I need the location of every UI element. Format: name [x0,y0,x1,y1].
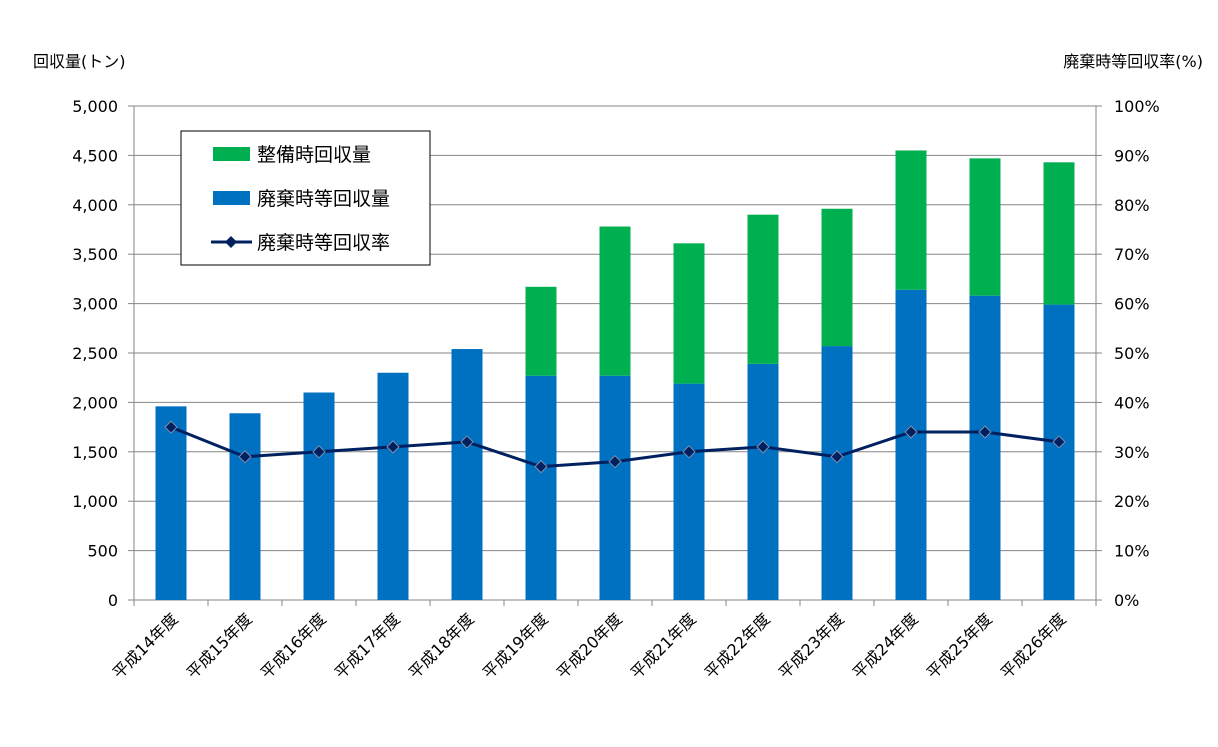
bar-disposal [451,349,483,600]
bars [155,150,1075,600]
legend-label: 廃棄時等回収率 [257,232,390,254]
y-tick-label: 2,000 [72,393,118,412]
x-category-label: 平成22年度 [701,609,774,682]
rate-point [904,425,918,439]
x-category-label: 平成20年度 [553,609,626,682]
y2-tick-label: 0% [1114,591,1139,610]
bar-disposal [377,372,409,600]
bar-disposal [525,375,557,600]
rate-point [460,435,474,449]
legend-label: 廃棄時等回収量 [257,188,390,210]
rate-point [164,420,178,434]
y-tick-label: 4,000 [72,196,118,215]
y2-tick-label: 60% [1114,295,1150,314]
x-category-label: 平成25年度 [923,609,996,682]
rate-point [830,450,844,464]
legend-swatch [213,147,250,161]
bar-maintenance [599,226,631,376]
rate-point [238,450,252,464]
rate-line [164,420,1066,474]
bar-maintenance [895,150,927,290]
bar-disposal [155,406,187,600]
y-tick-label: 0 [108,591,118,610]
bar-disposal [821,346,853,600]
rate-point [682,445,696,459]
rate-point [312,445,326,459]
rate-point [534,459,548,474]
rate-point [756,440,770,454]
x-category-label: 平成21年度 [627,609,700,682]
y-tick-label: 500 [87,542,118,561]
x-category-label: 平成23年度 [775,609,848,682]
y-tick-label: 1,000 [72,492,118,511]
y-tick-label: 2,500 [72,344,118,363]
y2-tick-label: 30% [1114,443,1150,462]
y-tick-label: 3,000 [72,295,118,314]
bar-disposal [673,383,705,600]
y-tick-label: 5,000 [72,97,118,116]
x-category-label: 平成15年度 [183,609,256,682]
y2-tick-label: 10% [1114,542,1150,561]
x-category-label: 平成14年度 [109,609,182,682]
y-tick-label: 1,500 [72,443,118,462]
x-category-label: 平成26年度 [997,609,1070,682]
y2-tick-label: 80% [1114,196,1150,215]
legend-label: 整備時回収量 [257,144,371,166]
y2-axis-title: 廃棄時等回収率(%) [1063,52,1203,71]
bar-disposal [303,392,335,600]
bar-maintenance [821,208,853,347]
bar-maintenance [673,243,705,384]
y2-tick-label: 40% [1114,393,1150,412]
tick-labels: 0 0% 500 10% 1,000 20% 1,500 30% 2,000 40% 2,500 50… [72,97,1160,610]
rate-point [386,440,400,454]
x-category-label: 平成24年度 [849,609,922,682]
y-axis-title: 回収量(トン) [33,52,126,71]
rate-point [608,454,622,469]
x-category-label: 平成16年度 [257,609,330,682]
bar-disposal [599,375,631,600]
legend-marker [225,236,237,248]
category-labels: 平成14年度 平成15年度 平成16年度 平成17年度 平成18年度 平成19年度 平成20… [109,609,1070,682]
x-category-label: 平成19年度 [479,609,552,682]
rate-point [978,425,992,439]
bar-disposal [1043,304,1075,600]
bar-maintenance [1043,162,1075,305]
y2-tick-label: 100% [1114,97,1160,116]
bar-disposal [895,289,927,600]
bar-maintenance [747,214,779,364]
y2-tick-label: 70% [1114,245,1150,264]
x-category-label: 平成17年度 [331,609,404,682]
y2-tick-label: 50% [1114,344,1150,363]
y2-tick-label: 90% [1114,146,1150,165]
bar-disposal [747,363,779,600]
legend-swatch [213,191,250,205]
bar-disposal [969,295,1001,600]
y-tick-label: 4,500 [72,146,118,165]
y2-tick-label: 20% [1114,492,1150,511]
bar-maintenance [525,286,557,376]
x-category-label: 平成18年度 [405,609,478,682]
bar-disposal [229,413,261,600]
y-tick-label: 3,500 [72,245,118,264]
bar-maintenance [969,158,1001,296]
rate-point [1052,435,1066,449]
